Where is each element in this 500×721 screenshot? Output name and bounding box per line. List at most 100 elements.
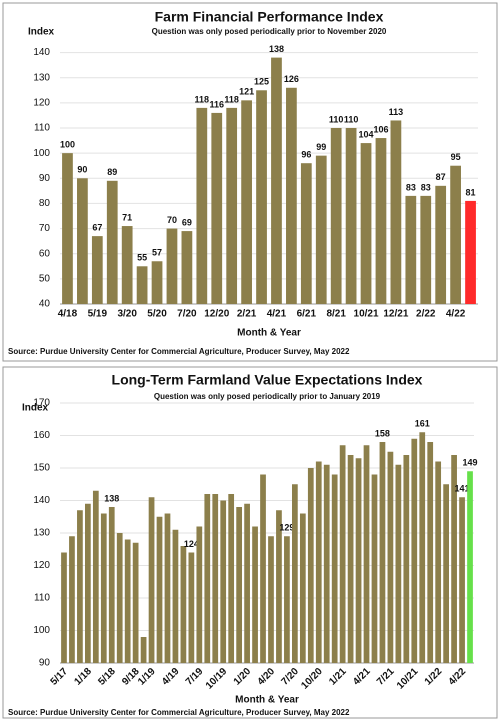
bar xyxy=(92,490,99,663)
bar xyxy=(166,228,178,304)
y-tick-label: 90 xyxy=(39,173,51,184)
bar xyxy=(220,500,227,663)
bar xyxy=(106,180,118,304)
bar xyxy=(395,464,402,663)
value-label: 118 xyxy=(224,94,239,104)
bar xyxy=(375,138,387,304)
x-tick-label: 12/20 xyxy=(204,309,229,320)
bar xyxy=(228,494,235,663)
bar xyxy=(62,153,73,304)
bar xyxy=(244,503,250,663)
bar xyxy=(339,445,346,663)
bar xyxy=(371,474,378,663)
value-label: 121 xyxy=(239,87,254,97)
bar xyxy=(330,128,342,304)
value-label: 70 xyxy=(167,215,177,225)
value-label: 67 xyxy=(92,222,102,232)
bar xyxy=(451,455,457,663)
value-label: 90 xyxy=(77,165,87,175)
x-tick-label: 4/21 xyxy=(267,309,287,320)
bar xyxy=(196,526,203,663)
value-label: 141 xyxy=(455,484,470,494)
value-label: 161 xyxy=(415,419,430,429)
bar xyxy=(156,516,163,663)
source-note: Source: Purdue University Center for Com… xyxy=(8,347,350,356)
bar xyxy=(172,529,179,663)
bar xyxy=(260,474,266,663)
value-label: 149 xyxy=(463,458,478,468)
y-tick-label: 110 xyxy=(34,593,50,604)
bar xyxy=(390,120,402,304)
value-label: 89 xyxy=(107,167,117,177)
value-label: 118 xyxy=(195,94,210,104)
value-label: 158 xyxy=(375,428,390,438)
y-tick-label: 170 xyxy=(33,398,50,409)
y-tick-label: 90 xyxy=(39,658,51,669)
bar xyxy=(188,552,195,663)
y-tick-label: 150 xyxy=(33,463,50,474)
bar xyxy=(315,461,322,663)
bar xyxy=(124,539,131,663)
bar xyxy=(355,458,362,663)
value-label: 57 xyxy=(152,248,162,258)
bar xyxy=(435,461,442,663)
source-note: Source: Purdue University Center for Com… xyxy=(8,708,350,717)
value-label: 106 xyxy=(373,124,388,134)
value-label: 81 xyxy=(466,187,476,197)
y-tick-label: 80 xyxy=(39,198,51,209)
x-tick-label: 6/21 xyxy=(297,309,317,320)
bar xyxy=(140,637,147,663)
chart-title: Farm Financial Performance Index xyxy=(155,9,384,25)
y-tick-label: 100 xyxy=(33,625,50,636)
value-label: 87 xyxy=(436,172,446,182)
value-label: 125 xyxy=(254,77,269,87)
bar xyxy=(226,107,238,304)
bar xyxy=(347,455,354,663)
bar xyxy=(132,542,139,663)
bar xyxy=(419,432,426,663)
bar xyxy=(136,266,148,304)
bar xyxy=(405,195,417,304)
value-label: 124 xyxy=(184,539,199,549)
bar xyxy=(435,185,447,304)
y-tick-label: 70 xyxy=(39,223,51,234)
y-tick-label: 140 xyxy=(33,47,50,58)
bar xyxy=(180,546,187,663)
bar xyxy=(268,536,274,663)
x-tick-label: 10/21 xyxy=(354,309,379,320)
bar xyxy=(284,536,290,663)
x-tick-label: 5/19 xyxy=(88,309,108,320)
bar xyxy=(84,503,91,663)
bar xyxy=(299,513,306,663)
bar xyxy=(286,87,297,305)
y-tick-label: 120 xyxy=(33,97,50,108)
value-label: 83 xyxy=(421,182,431,192)
y-tick-label: 60 xyxy=(39,248,51,259)
bar xyxy=(345,128,357,304)
y-tick-label: 160 xyxy=(33,430,50,441)
y-tick-label: 120 xyxy=(33,560,50,571)
value-label: 104 xyxy=(359,129,374,139)
x-tick-label: 4/22 xyxy=(446,309,466,320)
y-tick-label: 50 xyxy=(39,273,51,284)
value-label: 138 xyxy=(269,44,284,54)
value-label: 100 xyxy=(60,140,75,150)
y-tick-label: 140 xyxy=(33,495,50,506)
bar xyxy=(443,484,450,663)
bar xyxy=(323,464,330,663)
value-label: 110 xyxy=(344,114,359,124)
bar xyxy=(315,155,327,304)
x-tick-label: 2/22 xyxy=(416,309,436,320)
bar xyxy=(403,455,410,663)
y-tick-label: 130 xyxy=(33,528,50,539)
bar xyxy=(360,143,372,304)
x-tick-label: 2/21 xyxy=(237,309,257,320)
value-label: 69 xyxy=(182,217,192,227)
value-label: 96 xyxy=(301,150,311,160)
y-tick-label: 100 xyxy=(33,148,50,159)
bar xyxy=(116,533,123,663)
bar xyxy=(300,163,312,304)
bar xyxy=(181,231,193,304)
bar xyxy=(77,510,83,663)
x-tick-label: 4/18 xyxy=(58,309,78,320)
